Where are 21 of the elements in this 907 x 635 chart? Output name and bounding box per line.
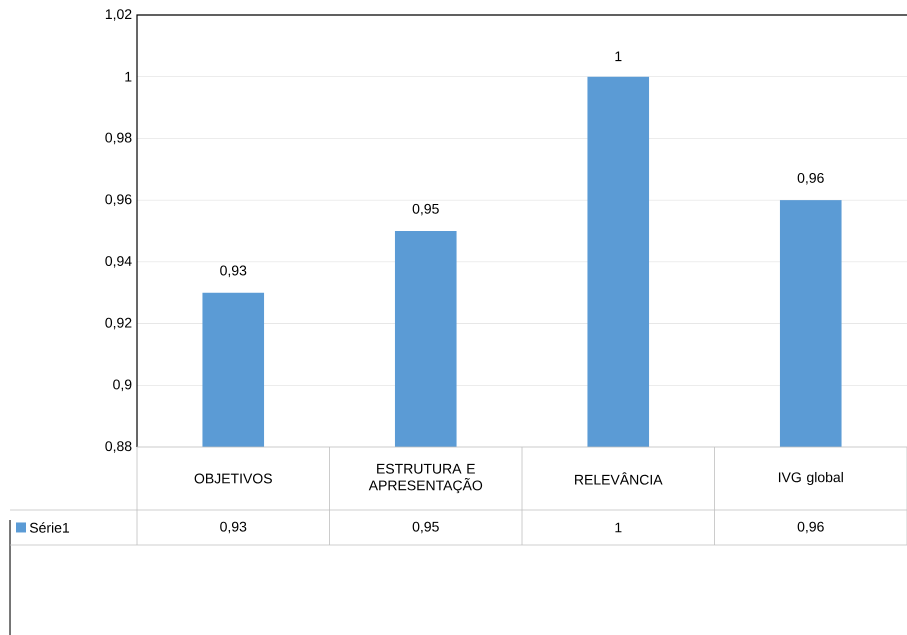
text: 0,96 [798, 172, 824, 185]
x-tick-label: OBJETIVOS [194, 474, 272, 484]
x-tick-label: RELEVÂNCIA [575, 472, 663, 485]
data-label: 0,95 [412, 522, 439, 534]
text: 1 [615, 51, 622, 62]
x-tick-label: ESTRUTURA E APRESENTAÇÃO [368, 464, 482, 494]
text: 0,95 [412, 204, 439, 216]
y-tick-label: 0,88 [105, 441, 132, 453]
y-tick-label: 1 [125, 72, 132, 82]
data-label: 0,96 [798, 522, 824, 534]
x-tick-label: IVG global [778, 472, 843, 486]
y-tick-label: 0,96 [105, 194, 132, 206]
y-tick-label: 0,98 [105, 132, 132, 144]
text: 0,93 [220, 266, 246, 278]
legend-label: Série1 [30, 522, 70, 533]
y-tick-label: 0,9 [113, 380, 132, 392]
y-tick-label: 0,92 [105, 318, 132, 330]
y-tick-label: 0,94 [105, 256, 132, 268]
y-tick-label: 1,02 [106, 9, 132, 21]
data-label: 0,93 [220, 522, 246, 534]
data-label: 1 [615, 522, 622, 532]
